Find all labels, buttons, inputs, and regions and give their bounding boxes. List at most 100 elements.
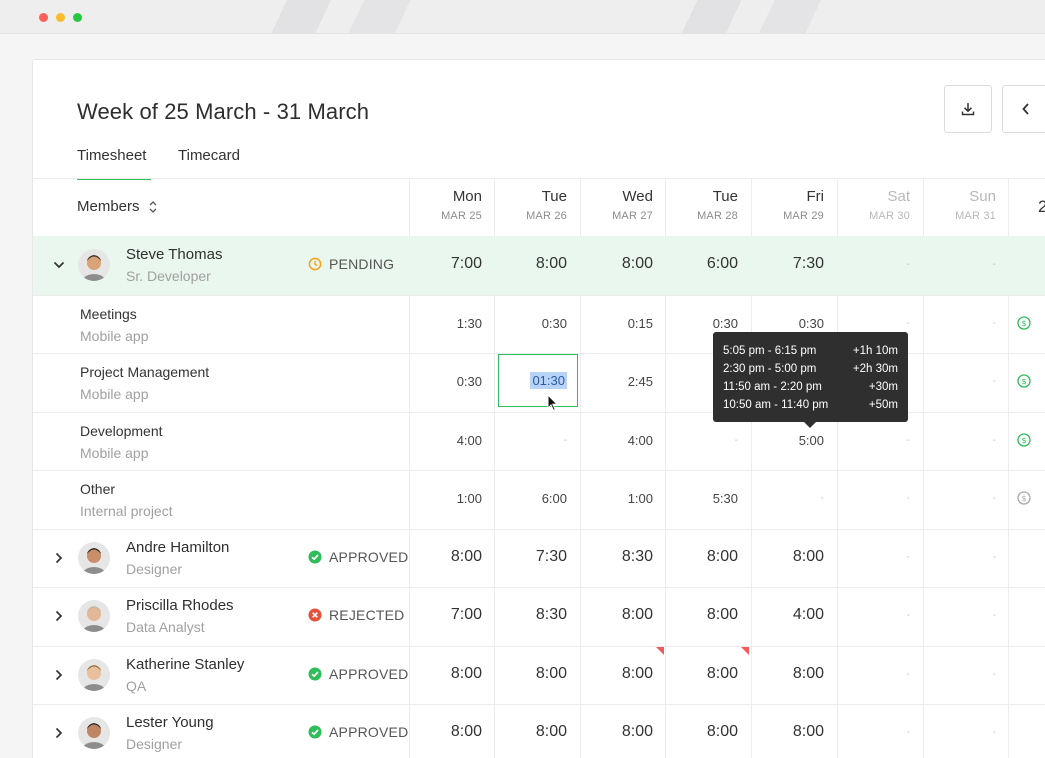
- day-total-cell[interactable]: 8:00: [450, 664, 482, 682]
- day-total-cell[interactable]: 7:00: [450, 255, 482, 273]
- day-total-cell[interactable]: 8:00: [535, 255, 567, 273]
- task-hours-cell[interactable]: 0:30: [456, 374, 482, 390]
- day-total-cell[interactable]: -: [906, 551, 910, 563]
- day-total-cell[interactable]: 4:00: [792, 606, 824, 624]
- billable-icon[interactable]: $: [1017, 374, 1031, 388]
- billable-icon[interactable]: $: [1017, 491, 1031, 505]
- member-name[interactable]: Steve Thomas: [126, 246, 223, 263]
- task-hours-cell[interactable]: 1:00: [456, 491, 482, 507]
- day-total-cell[interactable]: 8:00: [450, 723, 482, 741]
- day-total-cell[interactable]: 8:00: [621, 255, 653, 273]
- member-row[interactable]: Andre Hamilton Designer APPROVED 8:00 7:30 8:…: [33, 529, 1045, 588]
- member-name[interactable]: Lester Young: [126, 714, 214, 731]
- tab-timecard[interactable]: Timecard: [178, 147, 240, 164]
- task-hours-cell[interactable]: 0:30: [541, 315, 567, 331]
- day-total-cell[interactable]: -: [992, 259, 996, 271]
- task-hours-cell[interactable]: -: [992, 376, 996, 388]
- member-name[interactable]: Priscilla Rhodes: [126, 597, 234, 614]
- task-hours-cell[interactable]: -: [734, 434, 738, 446]
- day-total-cell[interactable]: 8:00: [621, 664, 653, 682]
- day-total-cell[interactable]: -: [992, 668, 996, 680]
- day-total-cell[interactable]: -: [992, 610, 996, 622]
- task-hours-cell[interactable]: -: [992, 317, 996, 329]
- day-total-cell[interactable]: 8:00: [792, 723, 824, 741]
- day-total-cell[interactable]: -: [906, 668, 910, 680]
- task-name: Other: [80, 481, 116, 497]
- window-minimize-button[interactable]: [56, 13, 65, 22]
- task-hours-cell[interactable]: 5:30: [712, 491, 738, 507]
- task-hours-cell[interactable]: -: [820, 493, 824, 505]
- day-total-cell[interactable]: -: [992, 727, 996, 739]
- task-hours-cell[interactable]: -: [906, 493, 910, 505]
- day-total-cell[interactable]: -: [906, 259, 910, 271]
- day-total-cell[interactable]: 8:00: [706, 723, 738, 741]
- chevron-right-icon[interactable]: [52, 609, 66, 623]
- task-hours-cell[interactable]: 0:15: [627, 315, 653, 331]
- task-hours-cell[interactable]: 0:30: [712, 315, 738, 331]
- task-hours-cell[interactable]: 1:30: [456, 315, 482, 331]
- day-total-cell[interactable]: 8:30: [535, 606, 567, 624]
- day-total-cell[interactable]: 8:00: [706, 547, 738, 565]
- member-name[interactable]: Andre Hamilton: [126, 538, 230, 556]
- day-total-cell[interactable]: 8:00: [621, 606, 653, 624]
- page-title: Week of 25 March - 31 March: [77, 99, 370, 124]
- member-role: Designer: [126, 736, 183, 752]
- day-total-cell[interactable]: 8:00: [621, 723, 653, 741]
- billable-icon[interactable]: $: [1017, 316, 1031, 330]
- day-name: Mon: [452, 188, 482, 205]
- day-total-cell[interactable]: -: [992, 551, 996, 563]
- task-hours-cell[interactable]: 1:00: [627, 491, 653, 507]
- column-divider: [837, 178, 838, 758]
- day-total-cell[interactable]: -: [906, 727, 910, 739]
- member-row[interactable]: Priscilla Rhodes Data Analyst REJECTED 7:00…: [33, 587, 1045, 646]
- previous-week-button[interactable]: [1002, 85, 1045, 133]
- comment-flag-icon[interactable]: [741, 646, 749, 655]
- editing-cell-value[interactable]: 01:30: [530, 372, 567, 389]
- day-total-cell[interactable]: 6:00: [706, 255, 738, 273]
- day-total-cell[interactable]: 8:00: [792, 664, 824, 682]
- download-button[interactable]: [944, 85, 992, 133]
- day-total-cell[interactable]: 8:00: [706, 664, 738, 682]
- task-hours-cell[interactable]: 4:00: [627, 432, 653, 448]
- task-hours-cell[interactable]: 0:30: [798, 315, 824, 331]
- day-date: MAR 27: [612, 210, 653, 222]
- task-hours-cell[interactable]: -: [906, 434, 910, 446]
- editing-cell[interactable]: 01:30: [498, 354, 578, 407]
- task-hours-cell[interactable]: -: [992, 434, 996, 446]
- day-total-cell[interactable]: 8:00: [706, 606, 738, 624]
- day-total-cell[interactable]: 8:00: [792, 547, 824, 565]
- day-total-cell[interactable]: 8:00: [450, 547, 482, 565]
- comment-flag-icon[interactable]: [656, 646, 664, 655]
- day-column-header: Tue MAR 26: [494, 187, 579, 222]
- day-column-header: Wed MAR 27: [580, 187, 665, 222]
- window-close-button[interactable]: [39, 13, 48, 22]
- member-row[interactable]: Steve Thomas Sr. Developer PENDING 7:00 8:00…: [33, 236, 1045, 295]
- window-zoom-button[interactable]: [73, 13, 82, 22]
- active-tab-indicator: [77, 178, 151, 180]
- chevron-right-icon[interactable]: [52, 551, 66, 565]
- members-column-header[interactable]: Members: [77, 198, 158, 215]
- task-hours-cell[interactable]: -: [906, 317, 910, 329]
- task-hours-cell[interactable]: -: [992, 493, 996, 505]
- chevron-right-icon[interactable]: [52, 726, 66, 740]
- day-total-cell[interactable]: 7:30: [535, 547, 567, 565]
- member-row[interactable]: Lester Young Designer APPROVED 8:00 8:00 8:00…: [33, 704, 1045, 758]
- task-row: Project Management Mobile app 0:30 2:45 - $: [33, 353, 1045, 412]
- member-name[interactable]: Katherine Stanley: [126, 655, 245, 673]
- day-total-cell[interactable]: 8:30: [621, 547, 653, 565]
- day-total-cell[interactable]: 8:00: [535, 723, 567, 741]
- task-hours-cell[interactable]: 6:00: [541, 491, 567, 507]
- task-hours-cell[interactable]: 2:45: [627, 374, 653, 390]
- tab-timesheet[interactable]: Timesheet: [77, 147, 147, 164]
- task-hours-cell[interactable]: 4:00: [456, 432, 482, 448]
- chevron-down-icon[interactable]: [52, 258, 66, 272]
- chevron-right-icon[interactable]: [52, 668, 66, 682]
- day-total-cell[interactable]: 7:30: [792, 255, 824, 273]
- billable-icon[interactable]: $: [1017, 433, 1031, 447]
- task-hours-cell[interactable]: 5:00: [798, 432, 824, 448]
- day-total-cell[interactable]: -: [906, 610, 910, 622]
- member-row[interactable]: Katherine Stanley QA APPROVED 8:00 8:00 8:00 8…: [33, 646, 1045, 705]
- day-total-cell[interactable]: 8:00: [535, 664, 567, 682]
- task-hours-cell[interactable]: -: [563, 434, 567, 446]
- day-total-cell[interactable]: 7:00: [450, 606, 482, 624]
